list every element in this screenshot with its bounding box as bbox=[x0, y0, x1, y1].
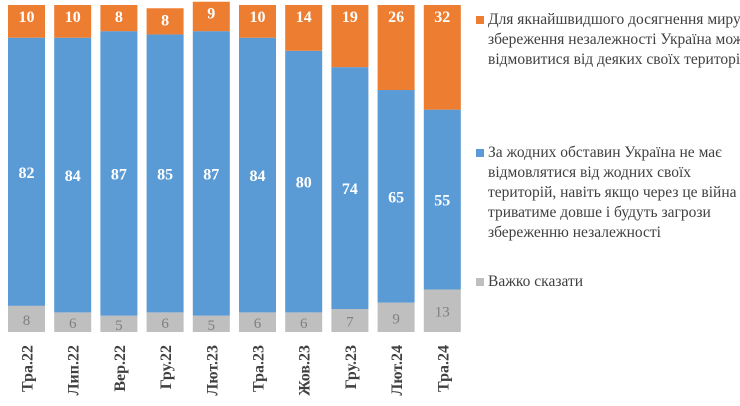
bar-segment bbox=[423, 109, 461, 290]
data-label: 87 bbox=[203, 166, 219, 183]
data-label: 6 bbox=[69, 316, 77, 332]
data-label: 6 bbox=[300, 316, 308, 332]
data-label: 10 bbox=[250, 9, 266, 26]
bar-segment bbox=[100, 5, 138, 32]
data-label: 8 bbox=[23, 313, 31, 329]
x-tick-label: Тра.23 bbox=[251, 345, 268, 392]
data-label: 10 bbox=[19, 9, 35, 26]
data-label: 87 bbox=[111, 166, 127, 183]
bar-segment bbox=[285, 5, 323, 51]
data-label: 13 bbox=[435, 305, 450, 321]
legend-swatch bbox=[476, 278, 484, 286]
legend-item-gray: Важко сказати bbox=[474, 272, 740, 292]
legend-swatch bbox=[476, 16, 484, 24]
x-tick-label: Лют.23 bbox=[204, 345, 221, 396]
legend-label: За жодних обставин Україна не має відмов… bbox=[488, 144, 737, 241]
x-tick-label: Лют.24 bbox=[389, 345, 406, 396]
bar-segment bbox=[192, 1, 230, 32]
x-tick-label: Тра.22 bbox=[20, 345, 37, 392]
bar-segment bbox=[100, 315, 138, 332]
bar-segment bbox=[146, 8, 184, 35]
data-label: 32 bbox=[434, 9, 450, 26]
data-label: 80 bbox=[296, 175, 312, 192]
x-tick-label: Гру.23 bbox=[343, 345, 360, 389]
data-label: 84 bbox=[250, 168, 266, 185]
plot-area: 8 82 10 Тра.22 6 84 10 Лип.22 5 87 8 Вер.22 6 85 8 Гру.… bbox=[8, 1, 461, 396]
bar-segment bbox=[100, 31, 138, 316]
bar-segment bbox=[331, 67, 369, 310]
data-label: 7 bbox=[346, 315, 354, 331]
bar-segment bbox=[239, 37, 276, 313]
bar-segment bbox=[54, 312, 92, 332]
legend-label: Важко сказати bbox=[488, 273, 584, 290]
bar-segment bbox=[331, 5, 369, 68]
bar-segment bbox=[8, 305, 45, 332]
data-label: 5 bbox=[208, 318, 216, 334]
legend-label: Для якнайшвидшого досягнення миру і збер… bbox=[488, 11, 740, 68]
x-tick-label: Лип.22 bbox=[66, 345, 83, 395]
data-label: 74 bbox=[342, 181, 358, 198]
bar-segment bbox=[239, 5, 276, 38]
data-label: 6 bbox=[254, 316, 262, 332]
data-label: 6 bbox=[161, 316, 169, 332]
bar-segment bbox=[146, 312, 184, 332]
data-label: 9 bbox=[207, 6, 215, 23]
legend-item-orange: Для якнайшвидшого досягнення миру і збер… bbox=[474, 10, 740, 70]
bar-segment bbox=[239, 312, 276, 332]
bar-segment bbox=[192, 31, 230, 316]
bar-segment bbox=[377, 302, 415, 332]
x-tick-label: Гру.22 bbox=[158, 345, 175, 389]
data-label: 65 bbox=[388, 189, 404, 206]
data-label: 8 bbox=[115, 9, 123, 26]
bar-segment bbox=[192, 315, 230, 332]
data-label: 9 bbox=[392, 311, 400, 327]
bar-segment bbox=[331, 309, 369, 332]
legend-swatch bbox=[476, 149, 484, 157]
data-label: 19 bbox=[342, 9, 358, 26]
x-tick-label: Вер.22 bbox=[112, 345, 129, 392]
bar-segment bbox=[54, 37, 92, 313]
data-label: 14 bbox=[296, 9, 312, 26]
data-label: 8 bbox=[161, 12, 169, 29]
bar-segment bbox=[423, 5, 461, 110]
legend-item-blue: За жодних обставин Україна не має відмов… bbox=[474, 143, 740, 243]
x-tick-label: Тра.24 bbox=[435, 345, 452, 392]
bar-segment bbox=[285, 50, 323, 313]
bar-segment bbox=[377, 90, 415, 303]
bar-segment bbox=[377, 5, 415, 91]
bar-segment bbox=[146, 34, 184, 313]
data-label: 82 bbox=[19, 165, 35, 182]
x-tick-label: Жов.23 bbox=[297, 345, 314, 396]
data-label: 85 bbox=[157, 166, 173, 183]
data-label: 84 bbox=[65, 168, 81, 185]
data-label: 26 bbox=[388, 9, 404, 26]
data-label: 10 bbox=[65, 9, 81, 26]
bar-segment bbox=[285, 312, 323, 332]
bar-segment bbox=[8, 37, 45, 306]
data-label: 55 bbox=[434, 193, 450, 210]
data-label: 5 bbox=[115, 318, 123, 334]
bar-segment bbox=[54, 5, 92, 38]
bar-segment bbox=[8, 5, 45, 38]
bar-segment bbox=[423, 289, 461, 332]
